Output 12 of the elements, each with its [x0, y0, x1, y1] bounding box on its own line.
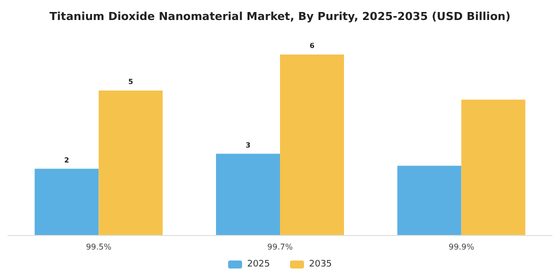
chart-title: Titanium Dioxide Nanomaterial Market, By Purity, 2025-2035 (USD Billion)	[50, 10, 510, 23]
legend-label: 2025	[247, 260, 270, 270]
bar	[461, 100, 526, 235]
legend-label: 2035	[309, 260, 332, 270]
bar	[280, 54, 344, 235]
x-tick-label: 99.7%	[267, 242, 294, 252]
bar	[216, 154, 280, 235]
bar	[397, 166, 462, 235]
x-tick-label: 99.5%	[86, 242, 112, 252]
bar	[34, 168, 99, 235]
bar	[98, 90, 163, 235]
x-tick-label: 99.9%	[448, 242, 474, 252]
